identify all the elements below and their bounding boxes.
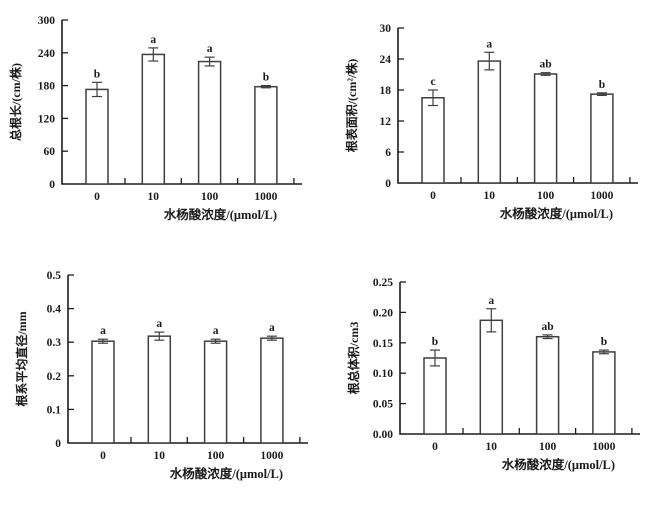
x-tick-label: 1000 [592, 441, 615, 453]
y-axis-title: 根总体积/cm3 [346, 322, 361, 395]
bar [141, 53, 166, 185]
bar [421, 97, 445, 184]
x-tick-label: 0 [430, 190, 436, 202]
y-axis-title: 根表面积/(cm²/株) [344, 59, 359, 153]
axis-lines [397, 28, 638, 184]
bar-chart-root-surface-area: 0 6 12 18 24 30 c 0 a 10 ab 100 b 1000 水杨酸浓度/(μmol/L) 根… [344, 23, 638, 221]
y-tick-label: 0.2 [47, 371, 62, 383]
x-axis-title: 水杨酸浓度/(μmol/L) [170, 466, 283, 481]
significance-letter: a [269, 322, 275, 334]
y-tick-label: 240 [38, 48, 56, 60]
x-tick-label: 10 [484, 190, 496, 202]
significance-letter: ab [542, 321, 554, 333]
y-tick-label: 0.5 [47, 270, 62, 282]
significance-letter: ab [540, 59, 552, 71]
bar [91, 340, 115, 444]
significance-letter: b [432, 336, 438, 348]
bar-chart-total-root-volume: 0.00 0.05 0.10 0.15 0.20 0.25 b 0 a 10 ab 100 b 1000 水… [346, 277, 640, 472]
bar [533, 73, 558, 184]
x-tick-label: 10 [148, 191, 160, 203]
bar [85, 88, 109, 185]
x-tick-label: 1000 [590, 190, 613, 202]
significance-letter: a [488, 295, 494, 307]
significance-letter: a [150, 34, 156, 46]
y-tick-label: 0.10 [373, 368, 393, 380]
x-tick-label: 1000 [254, 191, 277, 203]
x-tick-label: 1000 [260, 450, 283, 462]
x-tick-label: 100 [207, 450, 225, 462]
y-tick-label: 0.1 [47, 404, 62, 416]
x-axis-title: 水杨酸浓度/(μmol/L) [502, 457, 615, 472]
axis-lines [61, 20, 302, 185]
y-tick-label: 0.25 [373, 277, 393, 289]
x-axis-title: 水杨酸浓度/(μmol/L) [164, 207, 277, 222]
x-tick-label: 100 [201, 191, 219, 203]
bar [147, 335, 172, 444]
x-tick-label: 0 [432, 441, 438, 453]
y-tick-label: 0.00 [373, 429, 393, 441]
bar [479, 319, 504, 435]
y-tick-label: 24 [380, 54, 392, 66]
y-tick-label: 0.4 [47, 304, 62, 316]
y-tick-label: 0.05 [373, 399, 393, 411]
y-axis-title: 根系平均直径/mm [14, 311, 29, 406]
x-tick-label: 0 [100, 450, 106, 462]
bar [203, 340, 228, 444]
bar-chart-total-root-length: 0 60 120 180 240 300 b 0 a 10 a 100 b 1000 水杨酸浓度/(μmol… [8, 15, 302, 222]
y-tick-label: 60 [44, 146, 56, 158]
bar [592, 351, 616, 435]
bar [535, 335, 560, 435]
significance-letter: c [430, 76, 435, 88]
y-tick-label: 0.20 [373, 307, 393, 319]
x-tick-label: 100 [537, 190, 555, 202]
significance-letter: a [486, 38, 492, 50]
chart-panel-root-surface-area: 0 6 12 18 24 30 c 0 a 10 ab 100 b 1000 水杨酸浓度/(μmol/L) 根… [330, 0, 657, 253]
significance-letter: b [599, 79, 605, 91]
x-tick-label: 100 [539, 441, 557, 453]
y-tick-label: 0 [385, 178, 391, 190]
axis-lines [399, 282, 640, 435]
bar [423, 357, 447, 435]
x-axis-title: 水杨酸浓度/(μmol/L) [500, 206, 613, 221]
axis-lines [67, 275, 308, 444]
x-tick-label: 0 [94, 191, 100, 203]
x-tick-label: 10 [486, 441, 498, 453]
bar [477, 60, 502, 184]
chart-panel-root-mean-diameter: 0 0.1 0.2 0.3 0.4 0.5 a 0 a 10 a 100 a 1000 水杨酸浓度/(μmo… [0, 253, 330, 506]
bar [260, 337, 284, 444]
x-tick-label: 10 [154, 450, 166, 462]
significance-letter: a [213, 325, 219, 337]
y-tick-label: 12 [380, 116, 392, 128]
bar [254, 85, 278, 185]
y-tick-label: 0.3 [47, 337, 62, 349]
y-tick-label: 0 [55, 438, 61, 450]
bar [197, 60, 222, 185]
significance-letter: b [94, 68, 100, 80]
y-axis-title: 总根长/(cm/株) [8, 63, 23, 141]
y-tick-label: 30 [380, 23, 392, 35]
significance-letter: a [100, 325, 106, 337]
y-tick-label: 18 [380, 85, 392, 97]
significance-letter: b [601, 336, 607, 348]
y-tick-label: 120 [38, 113, 56, 125]
y-tick-label: 0 [49, 179, 55, 191]
y-tick-label: 300 [38, 15, 56, 27]
bar-chart-root-mean-diameter: 0 0.1 0.2 0.3 0.4 0.5 a 0 a 10 a 100 a 1000 水杨酸浓度/(μmo… [14, 270, 308, 481]
significance-letter: b [263, 72, 269, 84]
significance-letter: a [207, 43, 213, 55]
chart-panel-total-root-volume: 0.00 0.05 0.10 0.15 0.20 0.25 b 0 a 10 ab 100 b 1000 水… [330, 253, 657, 506]
y-tick-label: 6 [385, 147, 391, 159]
chart-panel-total-root-length: 0 60 120 180 240 300 b 0 a 10 a 100 b 1000 水杨酸浓度/(μmol… [0, 0, 330, 253]
y-tick-label: 180 [38, 81, 56, 93]
significance-letter: a [156, 318, 162, 330]
bar [590, 93, 614, 184]
y-tick-label: 0.15 [373, 338, 393, 350]
